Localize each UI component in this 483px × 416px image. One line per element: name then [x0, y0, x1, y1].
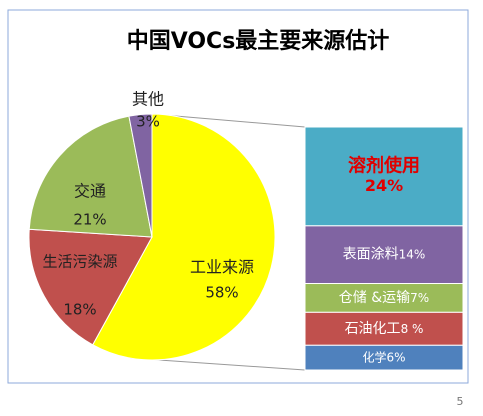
segment-label-group: 石油化工8 % — [345, 321, 424, 337]
pie-slice — [128, 113, 153, 238]
slice-value-label: 3% — [136, 113, 160, 131]
segment-label: 表面涂料 — [343, 247, 399, 263]
segment-label: 化学 — [362, 349, 386, 364]
bar-segment — [304, 283, 464, 313]
segment-value-label: 14% — [399, 247, 426, 261]
bar-segment — [304, 225, 464, 285]
segment-value-label: 7% — [410, 290, 429, 304]
bar-segment — [304, 311, 464, 346]
segment-label-group: 表面涂料14% — [343, 247, 426, 263]
page-number: 5 — [457, 395, 464, 408]
bar-segment — [304, 126, 464, 227]
slice-label: 其他 — [132, 90, 164, 109]
segment-value-label: 8 % — [401, 321, 424, 335]
slice-label: 生活污染源 — [42, 253, 117, 271]
segment-label: 溶剂使用 — [348, 154, 420, 176]
bar-segment — [304, 344, 464, 371]
chart-title: 中国VOCs最主要来源估计 — [127, 29, 390, 54]
slice-value-label: 21% — [73, 211, 106, 229]
segment-label-group: 化学6% — [362, 349, 405, 364]
segment-label: 石油化工 — [345, 321, 401, 337]
segment-value-label: 24% — [365, 176, 403, 195]
segment-label: 仓储 &运输 — [339, 290, 410, 306]
slice-value-label: 18% — [63, 301, 96, 319]
segment-label-group: 仓储 &运输7% — [339, 290, 429, 306]
slice-label: 交通 — [74, 182, 106, 201]
pie-slice — [92, 113, 276, 361]
slice-value-label: 58% — [205, 284, 238, 302]
slice-label: 工业来源 — [190, 258, 254, 277]
pie-slice — [28, 115, 153, 238]
segment-value-label: 6% — [386, 350, 405, 364]
pie-slice — [28, 228, 153, 346]
